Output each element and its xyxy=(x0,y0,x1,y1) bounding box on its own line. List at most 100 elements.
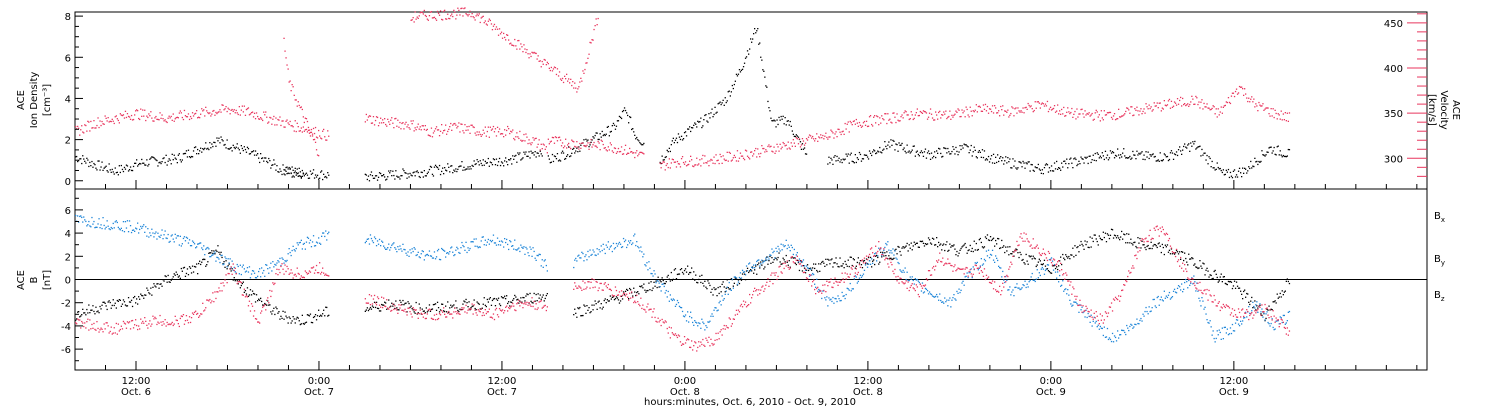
data-point xyxy=(139,118,141,121)
data-point xyxy=(100,308,102,310)
data-point xyxy=(1268,113,1270,115)
data-point xyxy=(222,140,224,142)
data-point xyxy=(217,245,219,247)
data-point xyxy=(521,140,523,142)
data-point xyxy=(955,299,957,301)
data-point xyxy=(1057,268,1059,271)
data-point xyxy=(947,147,949,150)
data-point xyxy=(792,133,794,135)
data-point xyxy=(667,166,669,169)
data-point xyxy=(780,263,782,265)
data-point xyxy=(1035,167,1037,169)
data-point xyxy=(1073,158,1075,160)
data-point xyxy=(368,308,371,310)
data-point xyxy=(165,275,167,278)
data-point xyxy=(408,127,410,129)
data-point xyxy=(312,139,315,141)
data-point xyxy=(551,153,554,156)
data-point xyxy=(884,246,886,249)
data-point xyxy=(246,146,249,148)
data-point xyxy=(195,247,197,249)
data-point xyxy=(638,293,640,295)
data-point xyxy=(387,247,389,249)
data-point xyxy=(784,117,786,119)
data-point xyxy=(1081,306,1083,308)
data-point xyxy=(951,114,953,116)
data-point xyxy=(497,131,500,133)
data-point xyxy=(639,142,641,144)
data-point xyxy=(243,291,245,293)
data-point xyxy=(711,288,713,290)
data-point xyxy=(197,312,199,315)
data-point xyxy=(462,303,464,305)
data-point xyxy=(118,299,120,301)
data-point xyxy=(382,241,384,243)
data-point xyxy=(1183,288,1185,290)
data-point xyxy=(239,114,241,116)
data-point xyxy=(500,31,503,33)
data-point xyxy=(763,70,765,72)
data-point xyxy=(269,304,271,306)
data-point xyxy=(884,252,886,254)
data-point xyxy=(642,152,644,154)
data-point xyxy=(421,171,423,174)
data-point xyxy=(1286,112,1288,114)
data-point xyxy=(323,232,325,234)
data-point xyxy=(1015,107,1017,109)
data-point xyxy=(736,150,739,152)
data-point xyxy=(637,139,639,141)
data-point xyxy=(868,116,871,118)
data-point xyxy=(436,166,439,169)
data-point xyxy=(752,266,754,268)
data-point xyxy=(399,245,401,247)
data-point xyxy=(818,136,820,138)
data-point xyxy=(282,258,284,260)
data-point xyxy=(569,155,571,158)
data-point xyxy=(561,77,564,80)
data-point xyxy=(981,149,984,151)
data-point xyxy=(732,287,734,289)
data-point xyxy=(521,46,523,48)
data-point xyxy=(841,131,843,133)
data-point xyxy=(629,147,631,150)
data-point xyxy=(633,152,635,154)
data-point xyxy=(308,129,311,131)
data-point xyxy=(470,307,472,309)
data-point xyxy=(480,135,482,137)
data-point xyxy=(153,283,155,285)
data-point xyxy=(950,153,952,155)
data-point xyxy=(214,114,216,116)
data-point xyxy=(473,299,475,301)
data-point xyxy=(1152,245,1154,247)
data-point xyxy=(751,270,753,272)
data-point xyxy=(996,257,998,259)
data-point xyxy=(1136,106,1138,108)
data-point xyxy=(1161,160,1163,162)
data-point xyxy=(701,274,703,276)
data-point xyxy=(588,256,590,258)
data-point xyxy=(88,304,90,306)
data-point xyxy=(169,281,171,283)
data-point xyxy=(710,158,712,161)
data-point xyxy=(862,260,865,262)
data-point xyxy=(326,306,328,309)
data-point xyxy=(1036,167,1038,169)
data-point xyxy=(585,312,587,314)
data-point xyxy=(881,256,883,258)
data-point xyxy=(187,274,190,276)
data-point xyxy=(433,16,436,18)
data-point xyxy=(297,244,299,246)
data-point xyxy=(328,135,330,137)
data-point xyxy=(130,299,133,301)
data-point xyxy=(1123,233,1125,235)
data-point xyxy=(988,257,991,259)
data-point xyxy=(117,300,119,302)
data-point xyxy=(129,225,132,227)
data-point xyxy=(604,134,606,137)
data-point xyxy=(404,123,406,125)
data-point xyxy=(1099,325,1101,328)
data-point xyxy=(726,151,728,153)
data-point xyxy=(1004,251,1006,254)
data-point xyxy=(570,78,572,80)
data-point xyxy=(225,257,227,260)
